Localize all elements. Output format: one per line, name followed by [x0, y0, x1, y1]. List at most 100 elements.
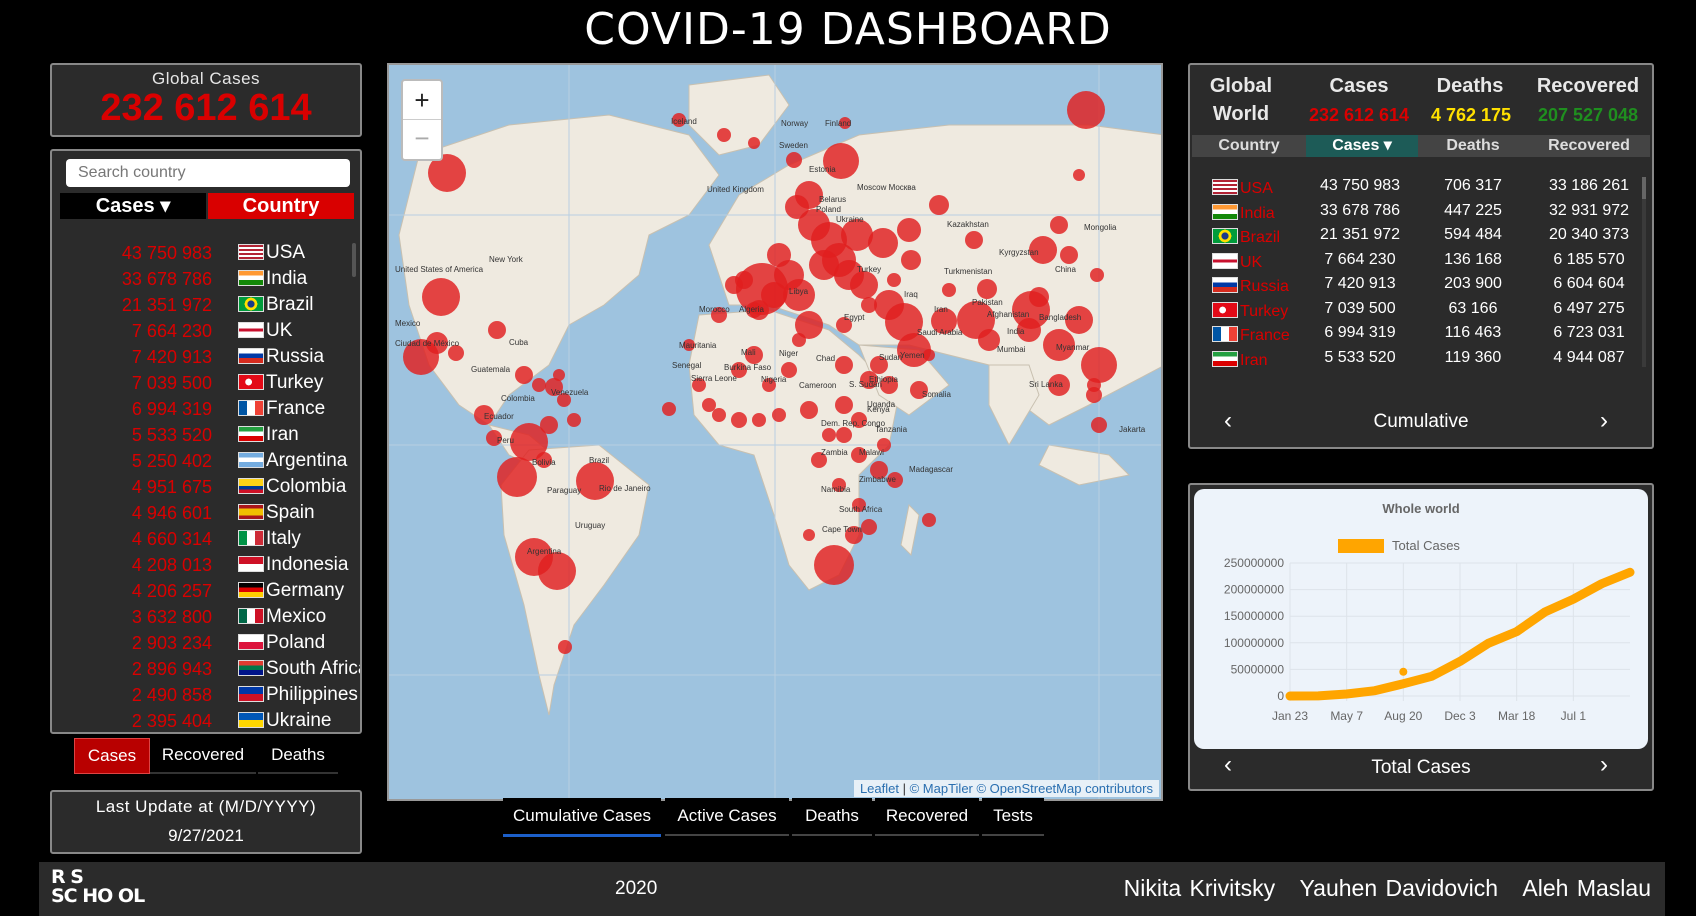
author-link[interactable]: Yauhen Davidovich: [1299, 875, 1499, 901]
case-bubble[interactable]: [923, 349, 935, 361]
sort-cases-button[interactable]: Cases ▾: [60, 193, 206, 219]
case-bubble[interactable]: [1081, 347, 1117, 383]
case-bubble[interactable]: [683, 339, 695, 351]
case-bubble[interactable]: [901, 250, 921, 270]
case-bubble[interactable]: [510, 423, 548, 461]
case-bubble[interactable]: [835, 356, 853, 374]
case-bubble[interactable]: [783, 279, 815, 311]
case-bubble[interactable]: [540, 416, 558, 434]
case-bubble[interactable]: [752, 413, 766, 427]
cases-sort-header[interactable]: Cases ▾: [1306, 135, 1418, 157]
case-bubble[interactable]: [870, 356, 888, 374]
case-bubble[interactable]: [877, 438, 891, 452]
case-bubble[interactable]: [786, 152, 802, 168]
chart-next-arrow[interactable]: ›: [1600, 751, 1608, 778]
case-bubble[interactable]: [897, 218, 921, 242]
table-scrollbar[interactable]: [1642, 177, 1646, 367]
case-bubble[interactable]: [748, 137, 760, 149]
case-bubble[interactable]: [835, 396, 853, 414]
case-bubble[interactable]: [576, 462, 614, 500]
country-list-item[interactable]: 6 994 319 France: [52, 397, 352, 423]
case-bubble[interactable]: [1050, 216, 1068, 234]
case-bubble[interactable]: [922, 513, 936, 527]
country-list-item[interactable]: 43 750 983 USA: [52, 241, 352, 267]
case-bubble[interactable]: [712, 408, 726, 422]
case-bubble[interactable]: [1086, 387, 1102, 403]
tab-map-deaths[interactable]: Deaths: [792, 798, 872, 836]
deaths-column-header[interactable]: Deaths: [1418, 135, 1528, 157]
case-bubble[interactable]: [957, 301, 995, 339]
list-scrollbar[interactable]: [352, 243, 356, 277]
case-bubble[interactable]: [422, 278, 460, 316]
case-bubble[interactable]: [785, 195, 809, 219]
case-bubble[interactable]: [536, 452, 552, 468]
table-row[interactable]: France 6 994 319 116 463 6 723 031: [1190, 324, 1650, 349]
country-list-item[interactable]: 4 946 601 Spain: [52, 501, 352, 527]
case-bubble[interactable]: [1091, 417, 1107, 433]
rs-school-logo[interactable]: R S SC HO OL: [51, 868, 145, 906]
case-bubble[interactable]: [811, 452, 827, 468]
table-row[interactable]: Russia 7 420 913 203 900 6 604 604: [1190, 275, 1650, 300]
case-bubble[interactable]: [861, 519, 877, 535]
tab-cumulative-cases[interactable]: Cumulative Cases: [503, 798, 661, 837]
tab-tests[interactable]: Tests: [982, 798, 1044, 836]
case-bubble[interactable]: [832, 478, 846, 492]
recovered-column-header[interactable]: Recovered: [1528, 135, 1650, 157]
case-bubble[interactable]: [557, 393, 571, 407]
case-bubble[interactable]: [1073, 169, 1085, 181]
case-bubble[interactable]: [558, 640, 572, 654]
case-bubble[interactable]: [731, 362, 747, 378]
case-bubble[interactable]: [538, 552, 576, 590]
case-bubble[interactable]: [850, 271, 878, 299]
case-bubble[interactable]: [792, 333, 806, 347]
case-bubble[interactable]: [426, 332, 448, 354]
country-list-item[interactable]: 33 678 786 India: [52, 267, 352, 293]
country-list-item[interactable]: 5 250 402 Argentina: [52, 449, 352, 475]
table-row[interactable]: Brazil 21 351 972 594 484 20 340 373: [1190, 226, 1650, 251]
country-list-item[interactable]: 4 206 257 Germany: [52, 579, 352, 605]
case-bubble[interactable]: [836, 317, 852, 333]
maptiler-osm-link[interactable]: © MapTiler © OpenStreetMap contributors: [909, 781, 1153, 796]
case-bubble[interactable]: [711, 307, 727, 323]
case-bubble[interactable]: [735, 271, 753, 289]
case-bubble[interactable]: [1012, 291, 1050, 329]
table-row[interactable]: UK 7 664 230 136 168 6 185 570: [1190, 251, 1650, 276]
case-bubble[interactable]: [731, 412, 747, 428]
case-bubble[interactable]: [672, 113, 686, 127]
case-bubble[interactable]: [1090, 268, 1104, 282]
world-map[interactable]: Iceland Norway Finland Sweden Estonia United …: [387, 63, 1163, 801]
case-bubble[interactable]: [965, 231, 983, 249]
case-bubble[interactable]: [845, 526, 863, 544]
country-list-item[interactable]: 2 490 858 Philippines: [52, 683, 358, 709]
chart-prev-arrow[interactable]: ‹: [1224, 751, 1232, 778]
case-bubble[interactable]: [822, 428, 836, 442]
tab-recovered[interactable]: Recovered: [150, 738, 256, 774]
case-bubble[interactable]: [497, 457, 537, 497]
zoom-in-button[interactable]: +: [403, 81, 441, 120]
case-bubble[interactable]: [488, 321, 506, 339]
case-bubble[interactable]: [977, 279, 997, 299]
case-bubble[interactable]: [1043, 329, 1075, 361]
case-bubble[interactable]: [861, 297, 877, 313]
case-bubble[interactable]: [515, 366, 533, 384]
case-bubble[interactable]: [767, 243, 791, 267]
case-bubble[interactable]: [1060, 246, 1078, 264]
case-bubble[interactable]: [448, 345, 464, 361]
table-row[interactable]: USA 43 750 983 706 317 33 186 261: [1190, 177, 1650, 202]
table-next-arrow[interactable]: ›: [1600, 407, 1608, 434]
case-bubble[interactable]: [887, 273, 901, 287]
case-bubble[interactable]: [532, 378, 546, 392]
country-column-header[interactable]: Country: [1192, 135, 1306, 157]
case-bubble[interactable]: [839, 117, 851, 129]
case-bubble[interactable]: [929, 195, 949, 215]
table-row[interactable]: India 33 678 786 447 225 32 931 972: [1190, 202, 1650, 227]
case-bubble[interactable]: [814, 545, 854, 585]
tab-map-recovered[interactable]: Recovered: [875, 798, 979, 836]
country-list-item[interactable]: 21 351 972 Brazil: [52, 293, 352, 319]
case-bubble[interactable]: [745, 346, 763, 364]
case-bubble[interactable]: [1065, 306, 1093, 334]
case-bubble[interactable]: [910, 381, 928, 399]
case-bubble[interactable]: [762, 378, 776, 392]
case-bubble[interactable]: [800, 401, 818, 419]
case-bubble[interactable]: [860, 371, 878, 389]
